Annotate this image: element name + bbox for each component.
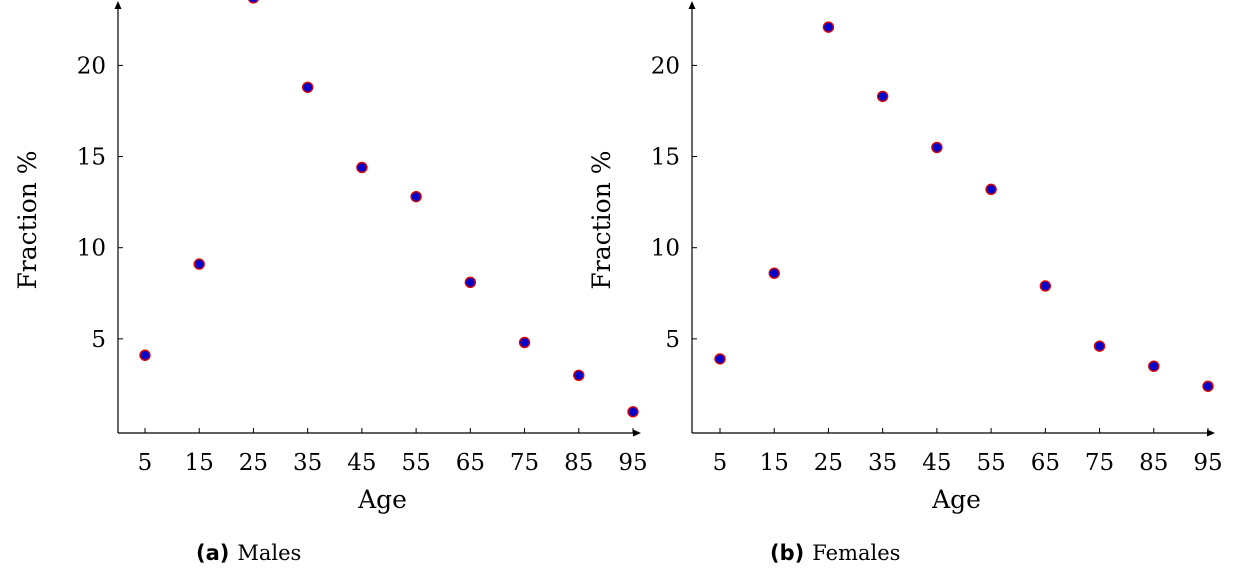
x-tick-label: 95 [618, 450, 647, 476]
x-tick-label: 75 [510, 450, 539, 476]
x-tick-label: 65 [456, 450, 485, 476]
x-tick-label: 25 [239, 450, 268, 476]
x-tick-label: 15 [185, 450, 214, 476]
x-tick-label: 55 [401, 450, 430, 476]
data-point [193, 258, 205, 270]
y-axis-arrow [114, 1, 122, 9]
data-point [627, 406, 639, 418]
data-point [985, 183, 997, 196]
chart-panel-males: 5 15 25 35 45 55 65 75 85 95 5 10 15 20 Age Fraction % (… [13, 0, 648, 565]
x-tick-label: 85 [564, 450, 593, 476]
data-point [410, 190, 422, 203]
data-point [714, 353, 726, 365]
y-tick-label: 20 [651, 53, 680, 79]
data-point [1039, 280, 1052, 292]
x-axis-title: Age [931, 485, 981, 514]
caption-text: Females [812, 541, 900, 565]
x-tick-label: 55 [976, 450, 1005, 476]
data-point [573, 369, 585, 382]
data-point [931, 141, 943, 154]
y-tick-label: 15 [651, 145, 680, 171]
chart-panel-females: 5 15 25 35 45 55 65 75 85 95 5 10 15 20 Age Fraction % (… [587, 1, 1223, 565]
data-point [1148, 360, 1160, 372]
y-tick-label: 15 [77, 145, 106, 171]
x-tick-label: 75 [1085, 450, 1114, 476]
x-tick-label: 15 [760, 450, 789, 476]
data-point [301, 81, 314, 93]
subfigure-caption: (b) Females [770, 541, 900, 565]
x-tick-label: 5 [713, 450, 728, 476]
x-tick-label: 45 [922, 450, 951, 476]
y-axis-title: Fraction % [587, 150, 616, 289]
x-tick-label: 35 [293, 450, 322, 476]
data-point [1202, 380, 1214, 392]
data-point [876, 90, 889, 103]
data-point [1093, 340, 1106, 352]
y-tick-label: 5 [91, 327, 106, 353]
y-tick-label: 10 [651, 236, 680, 262]
x-tick-label: 65 [1031, 450, 1060, 476]
data-point [139, 349, 151, 361]
x-tick-label: 95 [1193, 450, 1222, 476]
x-tick-label: 5 [138, 450, 153, 476]
caption-text: Males [237, 541, 301, 565]
y-tick-label: 10 [77, 236, 106, 262]
x-tick-label: 35 [868, 450, 897, 476]
x-tick-label: 45 [347, 450, 376, 476]
y-axis-title: Fraction % [13, 150, 42, 289]
data-point [822, 21, 835, 33]
caption-letter: (a) [196, 541, 229, 565]
data-point [464, 276, 477, 289]
x-tick-label: 25 [814, 450, 843, 476]
x-axis-arrow [1207, 429, 1215, 437]
x-axis-title: Age [357, 485, 407, 514]
y-tick-label: 20 [77, 53, 106, 79]
caption-letter: (b) [770, 541, 804, 565]
data-point [356, 161, 368, 174]
data-point [518, 336, 531, 349]
x-axis-arrow [633, 429, 641, 437]
data-point [248, 0, 259, 4]
data-point [768, 267, 780, 279]
y-axis-arrow [688, 1, 696, 9]
y-tick-label: 5 [665, 327, 680, 353]
subfigure-caption: (a) Males [196, 541, 301, 565]
x-tick-label: 85 [1139, 450, 1168, 476]
